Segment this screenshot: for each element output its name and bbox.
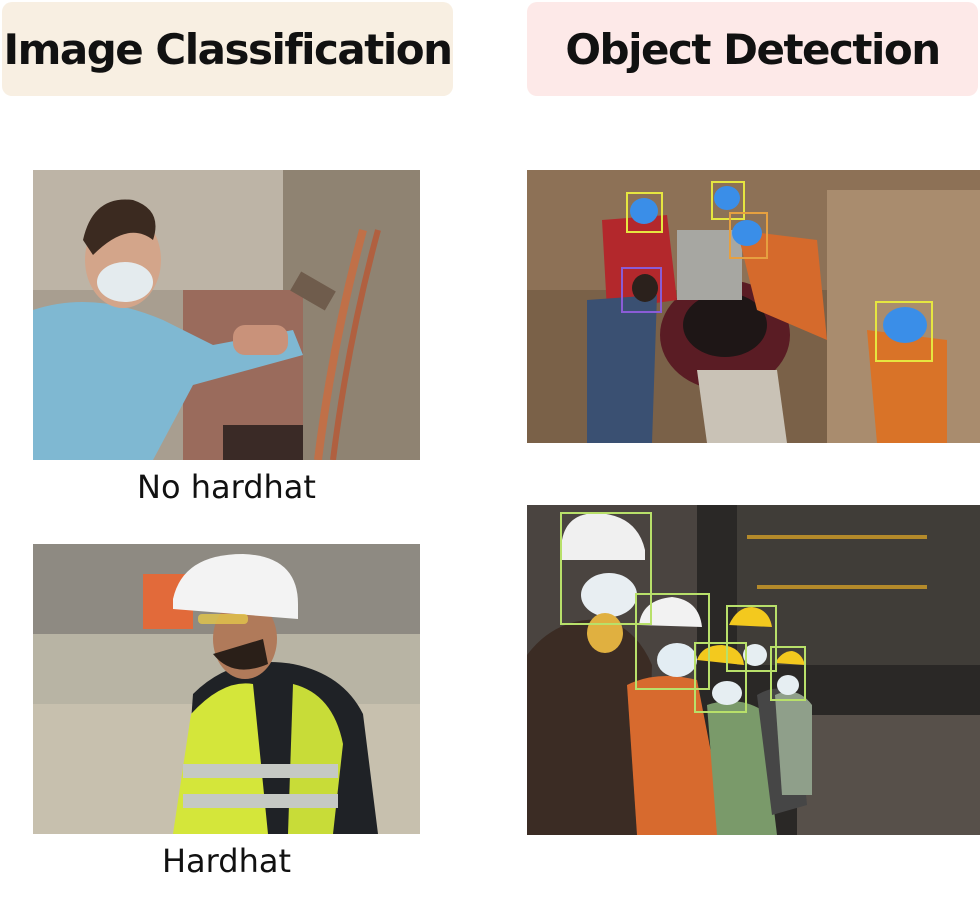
- mask-detection-box: [770, 646, 806, 701]
- no-hardhat-detection-box: [621, 267, 662, 313]
- no-hardhat-photo: [33, 170, 420, 460]
- hardhat-detection-box: [626, 192, 663, 233]
- mask-detection-box: [560, 512, 652, 625]
- object-detection-header: Object Detection: [527, 2, 978, 96]
- masked-workers-photo: [527, 505, 980, 835]
- hardhat-photo: [33, 544, 420, 834]
- pipe-workers-photo: [527, 170, 980, 443]
- mask-detection-box: [635, 593, 710, 690]
- mask-detection-box: [726, 605, 777, 672]
- image-classification-title: Image Classification: [3, 24, 454, 74]
- hardhat-detection-box: [875, 301, 933, 362]
- mask-detection-box: [694, 642, 747, 713]
- hardhat-caption: Hardhat: [161, 842, 291, 880]
- object-detection-title: Object Detection: [565, 24, 941, 74]
- image-classification-header: Image Classification: [2, 2, 453, 96]
- hardhat-detection-box: [729, 212, 768, 259]
- hardhat-detection-box: [711, 181, 745, 220]
- no-hardhat-caption: No hardhat: [137, 468, 316, 506]
